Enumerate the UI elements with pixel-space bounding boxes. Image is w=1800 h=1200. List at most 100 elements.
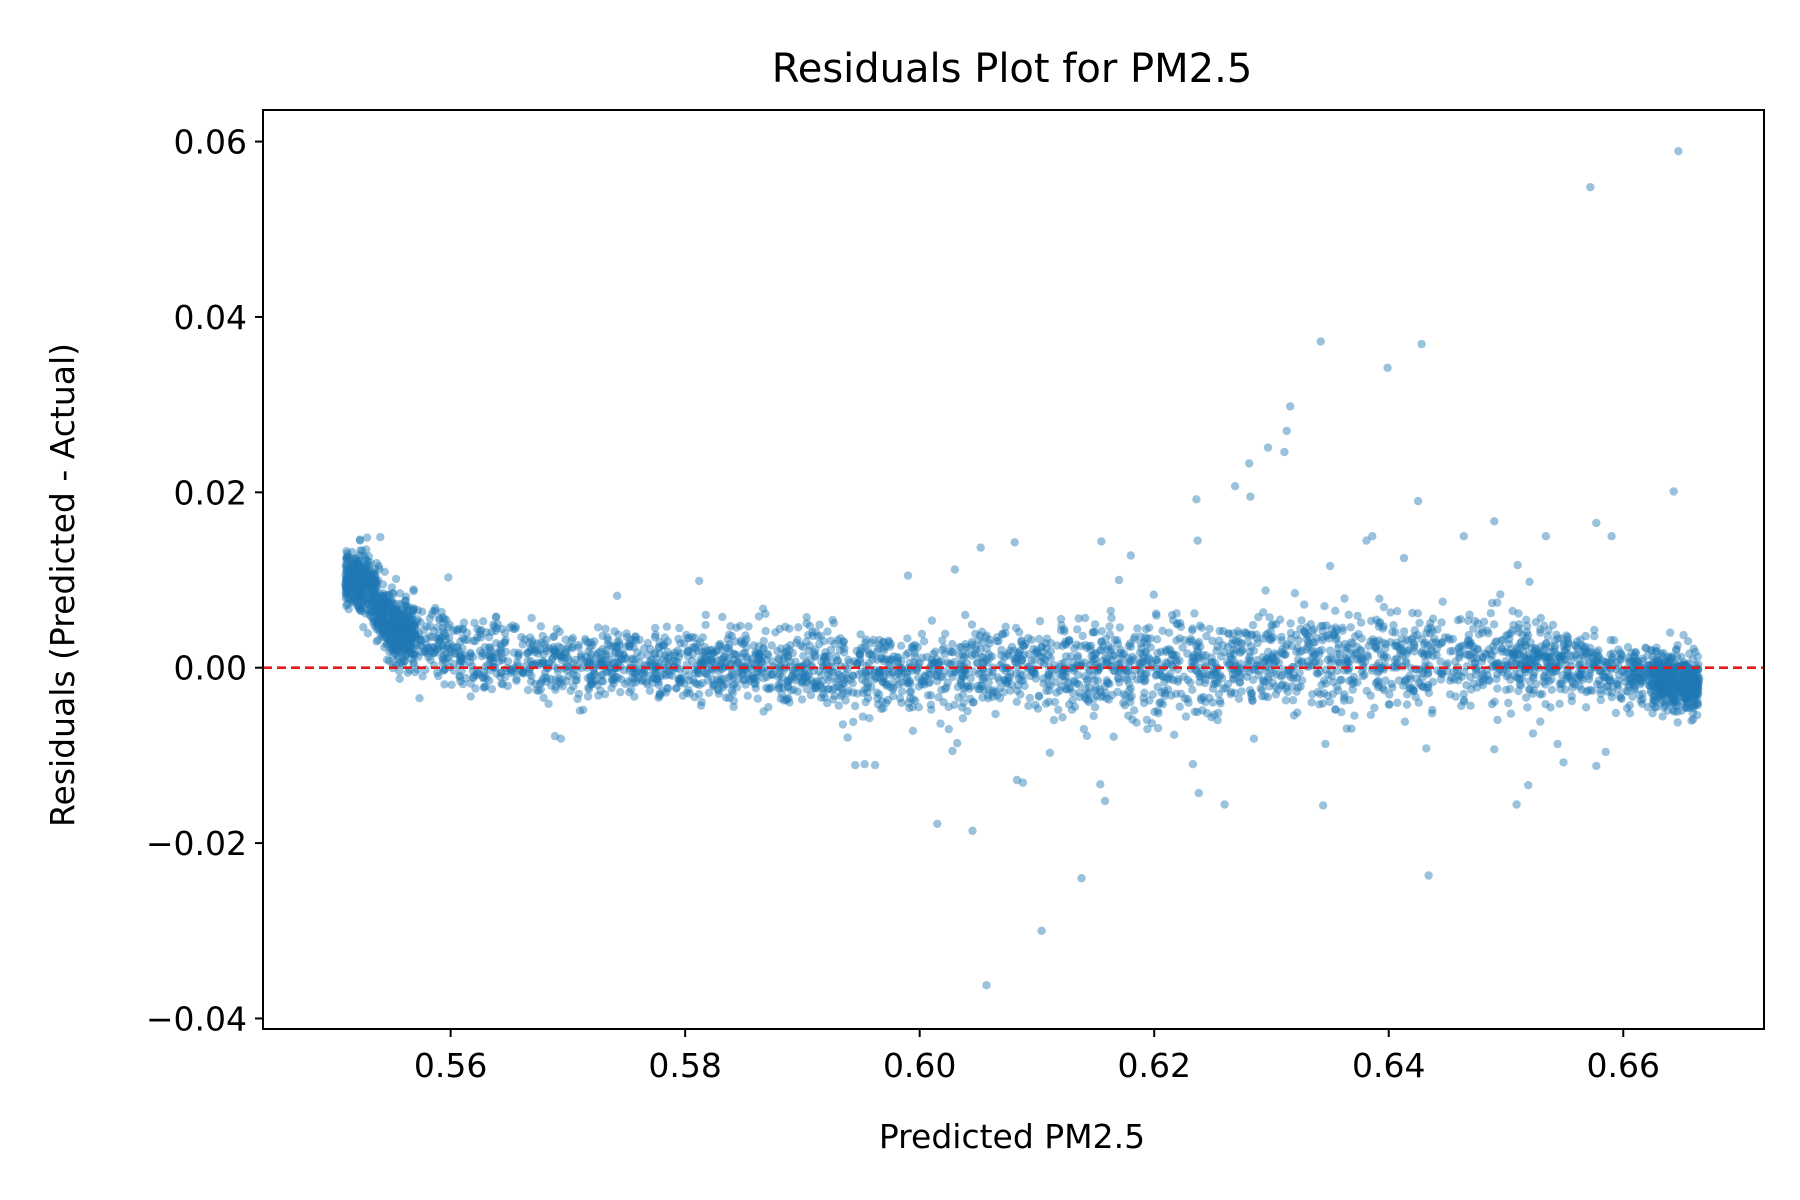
scatter-point <box>1661 678 1671 687</box>
scatter-point <box>1668 691 1678 700</box>
scatter-point <box>1653 679 1662 689</box>
scatter-point <box>354 569 363 579</box>
scatter-point <box>1512 800 1521 809</box>
scatter-point <box>691 668 700 678</box>
scatter-point <box>988 685 997 695</box>
scatter-point <box>349 589 358 599</box>
scatter-point <box>434 636 444 646</box>
scatter-point <box>602 651 611 661</box>
scatter-point <box>739 649 748 658</box>
scatter-point <box>387 583 397 592</box>
scatter-point <box>577 655 586 664</box>
scatter-point <box>1636 680 1645 689</box>
scatter-point <box>1472 653 1482 663</box>
scatter-point <box>1000 652 1009 662</box>
scatter-point <box>1290 589 1300 598</box>
scatter-point <box>1379 622 1388 631</box>
scatter-point <box>762 683 771 692</box>
scatter-point <box>1628 692 1637 701</box>
scatter-point <box>1582 687 1591 697</box>
scatter-point <box>349 555 359 564</box>
scatter-point <box>610 642 620 651</box>
scatter-point <box>485 650 494 659</box>
scatter-point <box>1648 667 1657 677</box>
scatter-point <box>1661 698 1671 707</box>
scatter-point <box>1685 677 1694 686</box>
scatter-point <box>1683 689 1692 698</box>
scatter-point <box>1307 698 1316 707</box>
scatter-point <box>621 642 631 651</box>
scatter-point <box>834 670 844 680</box>
scatter-point <box>984 650 994 659</box>
scatter-point <box>405 644 415 653</box>
scatter-point <box>1506 709 1516 718</box>
scatter-point <box>391 612 400 621</box>
scatter-point <box>1657 696 1667 705</box>
scatter-point <box>1623 687 1632 696</box>
scatter-point <box>438 658 447 668</box>
scatter-point <box>435 615 444 624</box>
scatter-point <box>350 554 359 563</box>
scatter-point <box>1277 648 1286 657</box>
scatter-point <box>1488 662 1497 672</box>
scatter-point <box>1627 673 1636 683</box>
scatter-point <box>1487 699 1497 709</box>
scatter-point <box>980 673 989 682</box>
scatter-point <box>597 658 606 668</box>
scatter-point <box>598 670 607 680</box>
scatter-point <box>667 671 677 680</box>
scatter-point <box>616 688 625 697</box>
scatter-point <box>1231 637 1240 646</box>
scatter-point <box>897 698 906 707</box>
scatter-point <box>1449 667 1458 677</box>
scatter-point <box>1046 647 1056 656</box>
scatter-point <box>1658 689 1667 698</box>
scatter-point <box>1218 641 1228 650</box>
scatter-point <box>754 612 764 621</box>
scatter-point <box>1315 667 1325 676</box>
scatter-point <box>1638 689 1647 698</box>
scatter-point <box>856 650 865 659</box>
scatter-point <box>1428 677 1438 687</box>
scatter-point <box>1068 688 1078 697</box>
scatter-point <box>926 670 936 679</box>
scatter-point <box>370 577 379 586</box>
scatter-point <box>401 601 410 610</box>
scatter-point <box>612 591 622 600</box>
scatter-point <box>1693 686 1703 696</box>
scatter-point <box>645 672 654 681</box>
scatter-point <box>1493 715 1502 725</box>
scatter-point <box>741 631 750 640</box>
scatter-point <box>1247 689 1256 698</box>
scatter-point <box>1139 698 1149 708</box>
scatter-point <box>655 689 665 698</box>
scatter-point <box>1014 649 1023 658</box>
scatter-point <box>1385 690 1394 699</box>
scatter-point <box>1014 681 1023 690</box>
scatter-point <box>550 646 559 656</box>
scatter-point <box>1490 517 1499 526</box>
scatter-point <box>1136 675 1146 684</box>
scatter-point <box>1309 625 1319 634</box>
scatter-point <box>1208 698 1218 707</box>
scatter-point <box>1654 663 1663 672</box>
scatter-point <box>984 694 993 703</box>
scatter-point <box>1693 699 1703 708</box>
scatter-point <box>490 622 499 631</box>
scatter-point <box>1350 711 1359 720</box>
scatter-point <box>700 669 710 678</box>
scatter-point <box>1529 671 1538 680</box>
scatter-point <box>388 633 397 642</box>
scatter-point <box>753 655 762 665</box>
scatter-point <box>1002 679 1011 688</box>
scatter-point <box>1377 650 1386 659</box>
scatter-point <box>1064 635 1074 645</box>
scatter-point <box>780 659 789 669</box>
scatter-point <box>512 674 521 684</box>
scatter-point <box>1208 684 1218 693</box>
scatter-point <box>1014 674 1024 683</box>
scatter-point <box>621 679 630 688</box>
scatter-point <box>1297 616 1306 625</box>
scatter-point <box>1301 629 1310 638</box>
scatter-point <box>1673 683 1682 692</box>
